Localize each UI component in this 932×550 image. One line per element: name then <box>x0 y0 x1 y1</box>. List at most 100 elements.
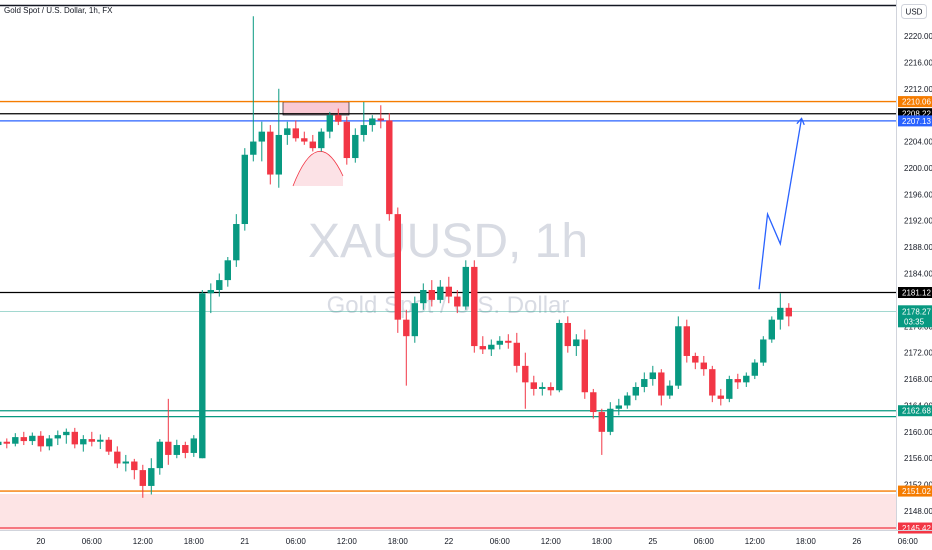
last-price-label: 2178.27 <box>902 307 931 316</box>
time-tick-label: 18:00 <box>592 537 613 546</box>
candle-up <box>241 154 248 225</box>
candle-down <box>105 439 112 452</box>
candle-down <box>785 307 792 317</box>
candle-down <box>505 340 512 343</box>
candle-up <box>54 435 61 439</box>
countdown-label: 03:35 <box>904 317 925 326</box>
candle-up <box>190 438 197 453</box>
candle-up <box>649 372 656 380</box>
demand-zone-shade <box>0 494 896 530</box>
time-tick-label: 18:00 <box>184 537 205 546</box>
candle-up <box>539 386 546 389</box>
candle-down <box>343 121 350 159</box>
candle-up <box>411 303 418 337</box>
candle-down <box>522 365 529 383</box>
price-tag-label: 2208.22 <box>902 110 931 119</box>
candle-up <box>318 131 325 149</box>
candle-up <box>12 437 19 444</box>
projection-arrowhead <box>796 117 805 126</box>
candle-down <box>513 342 520 366</box>
price-tick-label: 2200.00 <box>904 164 932 173</box>
price-tag-4 <box>898 405 932 417</box>
candle-down <box>403 319 410 337</box>
candle-up <box>369 118 376 126</box>
candle-down <box>734 379 741 383</box>
time-tick-label: 06:00 <box>82 537 103 546</box>
time-tick-label: 06:00 <box>286 537 307 546</box>
candle-down <box>182 445 189 453</box>
price-axis-bg <box>896 0 932 550</box>
time-axis: 20 06:00 12:00 18:00 21 06:00 12:00 18:00 22 06:0… <box>36 537 918 546</box>
candle-up <box>666 385 673 396</box>
time-tick-label: 06:00 <box>694 537 715 546</box>
rounded-top-arc <box>292 150 344 187</box>
candle-up <box>46 438 53 447</box>
price-tag-3 <box>898 287 932 298</box>
projection <box>758 117 805 290</box>
candle-up <box>437 286 444 300</box>
price-tick-label: 2148.00 <box>904 507 932 516</box>
price-tick-label: 2204.00 <box>904 138 932 147</box>
candle-up <box>360 125 367 135</box>
candle-down <box>377 118 384 121</box>
candle-down <box>445 286 452 297</box>
candle-up <box>420 289 427 304</box>
price-tick-label: 2188.00 <box>904 243 932 252</box>
candle-down <box>131 461 138 471</box>
currency-box[interactable] <box>901 4 927 19</box>
candle-up <box>258 131 265 142</box>
price-tick-label: 2220.00 <box>904 32 932 41</box>
price-tick-label: 2168.00 <box>904 375 932 384</box>
price-tag-label: 2145.42 <box>902 524 931 533</box>
candle-up <box>632 386 639 396</box>
candle-up <box>352 134 359 159</box>
candle-down <box>454 296 461 307</box>
candle-down <box>700 362 707 370</box>
last-price-tag <box>898 305 932 328</box>
candle-down <box>267 131 274 175</box>
price-tag-label: 2162.68 <box>902 407 931 416</box>
candle-up <box>573 339 580 347</box>
time-tick-label: 12:00 <box>541 537 562 546</box>
candles <box>0 16 792 498</box>
candle-down <box>37 435 44 447</box>
candle-up <box>63 431 70 436</box>
candle-up <box>0 441 2 446</box>
supply-zone-box <box>282 101 350 116</box>
candle-up <box>224 260 231 281</box>
candle-up <box>122 461 129 464</box>
candle-up <box>148 468 155 486</box>
candle-down <box>335 115 342 122</box>
candle-up <box>199 293 206 459</box>
price-tick-label: 2152.00 <box>904 481 932 490</box>
candle-up <box>675 326 682 386</box>
candle-down <box>471 266 478 347</box>
price-tag-0 <box>898 96 932 108</box>
candle-up <box>768 319 775 340</box>
price-tick-label: 2196.00 <box>904 190 932 199</box>
candle-up <box>29 435 36 442</box>
time-tick-label: 26 <box>852 537 861 546</box>
candle-down <box>114 451 121 464</box>
candle-up <box>760 339 767 363</box>
price-tag-label: 2151.02 <box>902 487 931 496</box>
currency-label: USD <box>906 8 923 17</box>
candle-down <box>692 355 699 363</box>
candle-up <box>751 362 758 376</box>
price-tick-label: 2156.00 <box>904 454 932 463</box>
time-tick-label: 18:00 <box>388 537 409 546</box>
candle-down <box>717 395 724 399</box>
candle-up <box>488 344 495 350</box>
candle-up <box>641 379 648 387</box>
candle-down <box>88 439 95 442</box>
rounded-top-pattern <box>293 151 343 186</box>
candle-down <box>3 441 10 444</box>
price-tick-label: 2172.00 <box>904 349 932 358</box>
candle-down <box>292 128 299 139</box>
candle-up <box>556 322 563 391</box>
candle-down <box>428 289 435 300</box>
price-tick-label: 2216.00 <box>904 58 932 67</box>
